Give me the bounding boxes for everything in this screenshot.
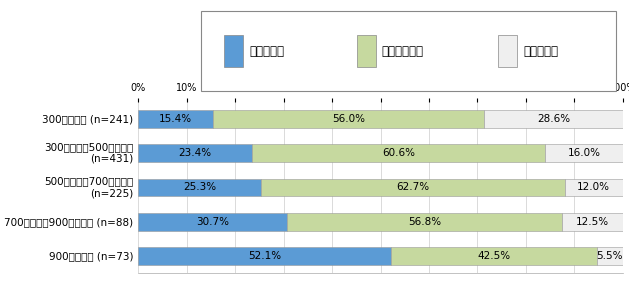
FancyBboxPatch shape: [201, 11, 616, 91]
Text: わからない: わからない: [523, 45, 558, 58]
Text: 働いている: 働いている: [249, 45, 284, 58]
Text: 52.1%: 52.1%: [248, 251, 281, 261]
Text: 25.3%: 25.3%: [183, 182, 216, 193]
Bar: [138, 144, 252, 162]
Text: 30.7%: 30.7%: [196, 217, 229, 227]
Bar: [391, 247, 596, 265]
Bar: [484, 110, 623, 128]
Bar: [287, 213, 562, 231]
FancyBboxPatch shape: [224, 35, 243, 67]
Bar: [261, 179, 565, 196]
Bar: [213, 110, 484, 128]
Text: 5.5%: 5.5%: [597, 251, 623, 261]
Text: 働いていない: 働いていない: [382, 45, 424, 58]
Text: 12.5%: 12.5%: [576, 217, 609, 227]
Text: 12.0%: 12.0%: [577, 182, 610, 193]
Text: 56.0%: 56.0%: [332, 114, 365, 124]
Text: 60.6%: 60.6%: [382, 148, 415, 158]
Bar: [138, 247, 391, 265]
Text: 23.4%: 23.4%: [179, 148, 211, 158]
Bar: [596, 247, 623, 265]
FancyBboxPatch shape: [357, 35, 376, 67]
Text: 15.4%: 15.4%: [159, 114, 192, 124]
FancyBboxPatch shape: [498, 35, 517, 67]
Text: 62.7%: 62.7%: [396, 182, 430, 193]
Bar: [138, 213, 287, 231]
Text: 16.0%: 16.0%: [567, 148, 601, 158]
Text: 42.5%: 42.5%: [477, 251, 510, 261]
Bar: [545, 144, 623, 162]
Text: 28.6%: 28.6%: [537, 114, 570, 124]
Text: 56.8%: 56.8%: [408, 217, 441, 227]
Bar: [565, 179, 623, 196]
Bar: [252, 144, 545, 162]
Bar: [138, 179, 261, 196]
Bar: [138, 110, 213, 128]
Bar: [562, 213, 623, 231]
